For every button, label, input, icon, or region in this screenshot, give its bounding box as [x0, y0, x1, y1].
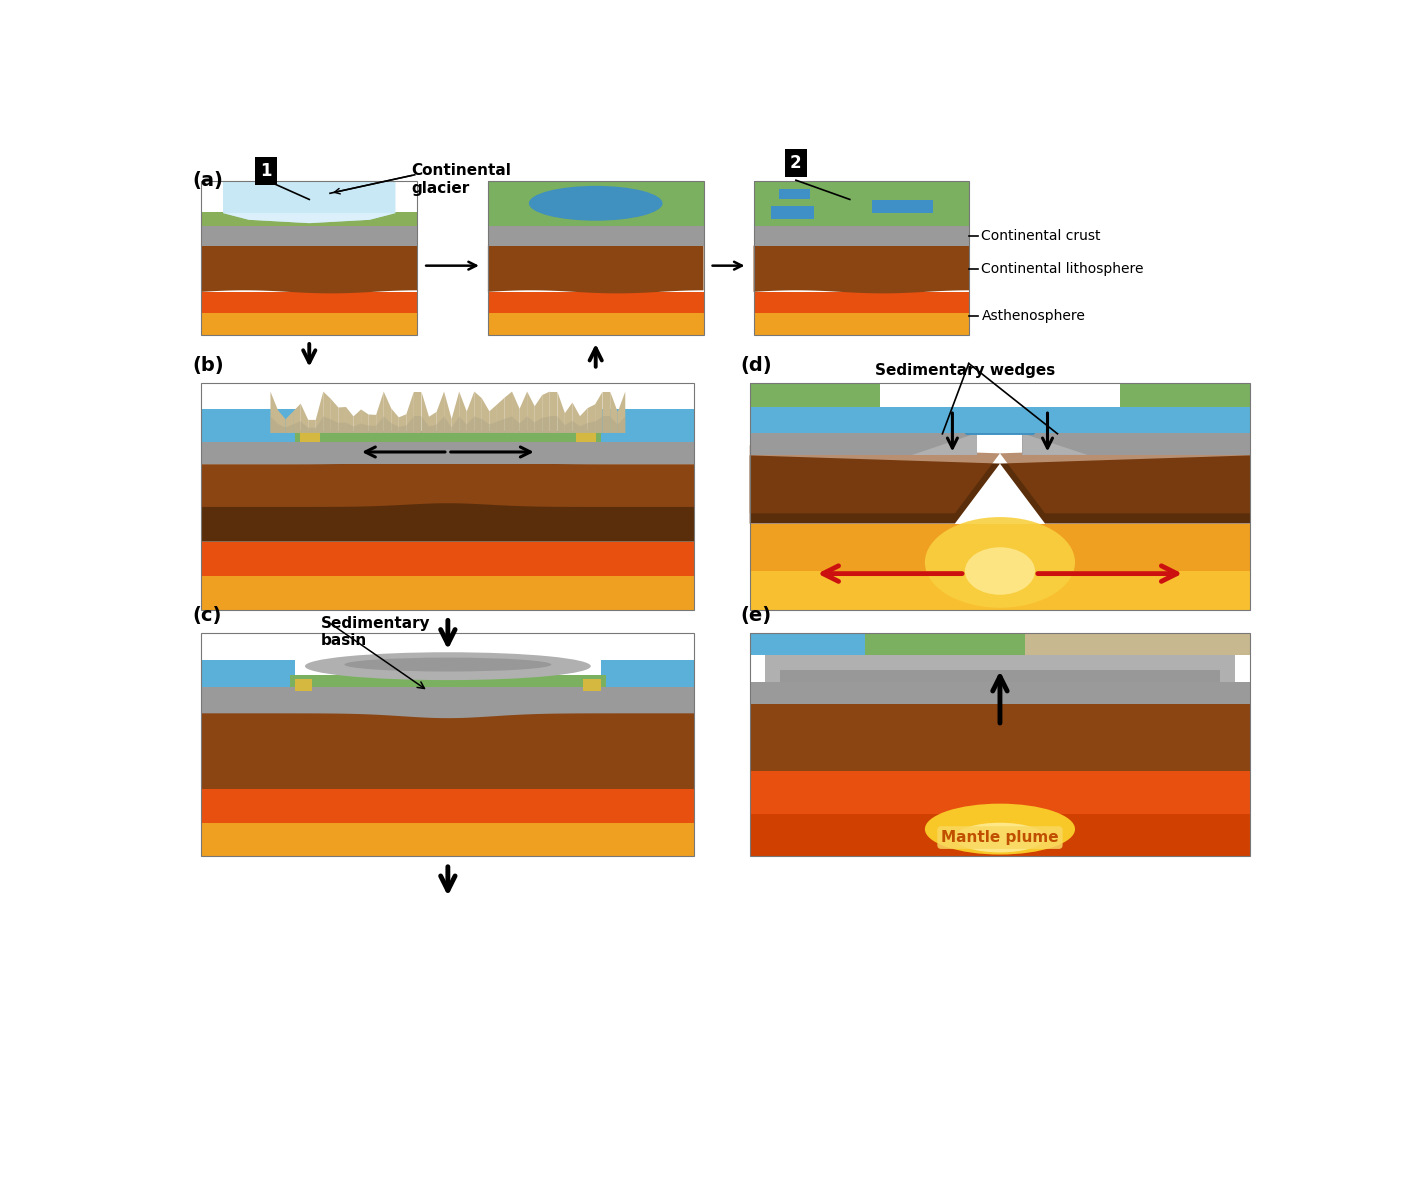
Bar	[301, 431, 320, 442]
Text: Continental lithosphere: Continental lithosphere	[982, 262, 1144, 276]
Polygon shape	[1023, 433, 1088, 455]
Bar	[749, 571, 1250, 610]
Bar	[202, 226, 418, 246]
Text: Mantle plume: Mantle plume	[941, 830, 1058, 845]
Bar	[753, 181, 969, 226]
Bar	[488, 313, 704, 335]
Bar	[576, 431, 595, 442]
Bar	[202, 212, 418, 226]
Text: 2: 2	[790, 155, 801, 173]
Text: Sedimentary
basin: Sedimentary basin	[320, 616, 430, 648]
Ellipse shape	[924, 517, 1075, 607]
Bar	[749, 407, 1250, 433]
Bar	[295, 678, 312, 690]
Polygon shape	[913, 433, 978, 455]
Bar	[872, 199, 933, 214]
Bar	[595, 409, 694, 442]
Bar	[488, 181, 704, 335]
Bar	[202, 409, 301, 442]
Ellipse shape	[529, 186, 663, 221]
Text: Continental crust: Continental crust	[982, 229, 1101, 242]
Bar	[749, 433, 978, 455]
Polygon shape	[1000, 445, 1250, 514]
Bar	[291, 674, 605, 686]
Bar	[583, 678, 601, 690]
Bar	[202, 632, 694, 857]
Ellipse shape	[305, 653, 591, 680]
Bar	[779, 188, 810, 199]
Text: 1: 1	[261, 162, 272, 180]
Ellipse shape	[924, 804, 1075, 854]
Text: (e): (e)	[741, 606, 772, 625]
Bar	[749, 814, 1250, 857]
Bar	[1024, 632, 1250, 655]
Bar	[780, 670, 1221, 682]
Bar	[749, 383, 1250, 610]
Polygon shape	[944, 408, 1057, 434]
Bar	[202, 823, 694, 857]
Bar	[865, 632, 1250, 655]
Bar	[1120, 383, 1250, 407]
Bar	[488, 226, 704, 246]
Bar	[202, 660, 295, 686]
Bar	[749, 632, 865, 655]
Bar	[202, 541, 694, 576]
Ellipse shape	[344, 658, 552, 672]
Bar	[202, 181, 418, 335]
Bar	[202, 313, 418, 335]
Text: (a): (a)	[192, 170, 223, 190]
Polygon shape	[749, 445, 1000, 514]
Bar	[202, 790, 694, 823]
Text: (c): (c)	[192, 606, 222, 625]
Bar	[753, 181, 969, 335]
Bar	[749, 772, 1250, 814]
Bar	[601, 660, 694, 686]
Bar	[749, 523, 1250, 571]
Bar	[770, 206, 814, 218]
Bar	[202, 292, 418, 313]
Polygon shape	[223, 214, 395, 223]
Text: (b): (b)	[192, 355, 224, 374]
Bar	[753, 313, 969, 335]
Polygon shape	[1000, 455, 1250, 523]
Bar	[488, 181, 704, 226]
Text: Asthenosphere: Asthenosphere	[982, 308, 1085, 323]
Bar	[765, 655, 1235, 682]
Polygon shape	[223, 181, 395, 223]
Bar	[749, 632, 1250, 857]
Ellipse shape	[965, 547, 1036, 595]
Bar	[202, 442, 694, 464]
Text: (d): (d)	[741, 355, 772, 374]
Bar	[488, 292, 704, 313]
Bar	[753, 292, 969, 313]
Bar	[202, 383, 694, 610]
Bar	[753, 226, 969, 246]
Text: Sedimentary wedges: Sedimentary wedges	[875, 364, 1055, 378]
Bar	[1023, 433, 1250, 455]
Ellipse shape	[955, 823, 1046, 852]
Bar	[749, 682, 1250, 704]
Bar	[749, 383, 880, 407]
Bar	[295, 431, 601, 442]
Bar	[202, 576, 694, 610]
Polygon shape	[749, 455, 1000, 523]
Text: Continental
glacier: Continental glacier	[411, 163, 511, 196]
